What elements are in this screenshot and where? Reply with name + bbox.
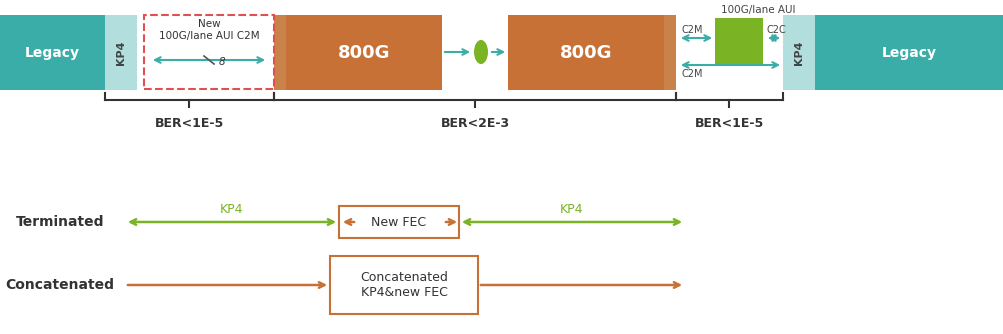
Text: Concatenated: Concatenated [5,278,114,292]
Bar [286,15,441,90]
Bar [274,15,286,90]
Text: BER<1E-5: BER<1E-5 [154,117,224,130]
Bar [508,15,663,90]
Text: BER<2E-3: BER<2E-3 [440,117,510,130]
Text: KP4: KP4 [220,203,244,216]
Bar [714,18,762,64]
Text: C2M: C2M [681,25,703,35]
Bar [339,206,458,238]
Text: Concatenated
KP4&new FEC: Concatenated KP4&new FEC [360,271,447,299]
Bar [0,15,105,90]
Text: BER<1E-5: BER<1E-5 [694,117,763,130]
Bar [814,15,1003,90]
Bar [663,15,675,90]
Text: 800G: 800G [337,43,390,61]
Bar [330,256,477,314]
Text: C2C: C2C [766,25,786,35]
Text: KP4: KP4 [793,40,803,65]
Text: 8: 8 [219,57,226,67]
Text: 100G/lane AUI: 100G/lane AUI [720,5,794,15]
Text: 800G: 800G [560,43,612,61]
Text: Legacy: Legacy [881,45,936,59]
Text: KP4: KP4 [116,40,125,65]
Text: Terminated: Terminated [16,215,104,229]
Text: New FEC: New FEC [371,215,426,228]
Text: New
100G/lane AUI C2M: New 100G/lane AUI C2M [158,19,259,41]
Text: Legacy: Legacy [25,45,80,59]
Ellipse shape [473,40,487,64]
Bar [782,15,814,90]
Text: KP4: KP4 [560,203,583,216]
Bar [105,15,136,90]
Text: C2M: C2M [681,69,703,79]
